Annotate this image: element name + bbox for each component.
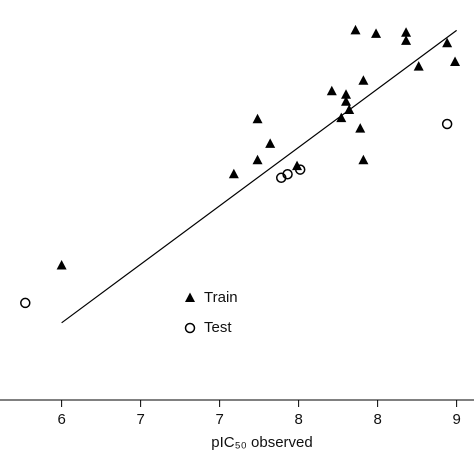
x-tick-label: 6 — [57, 411, 65, 428]
fit-line — [61, 29, 457, 324]
x-tick-label: 8 — [373, 411, 381, 428]
point — [292, 160, 303, 171]
x-tick-label: 8 — [294, 411, 302, 428]
point — [401, 27, 412, 37]
x-tick-label: 9 — [452, 411, 460, 428]
point — [326, 85, 337, 96]
point — [442, 37, 453, 48]
point — [341, 89, 352, 99]
point — [441, 118, 453, 130]
point — [252, 113, 263, 124]
point — [252, 154, 263, 165]
point — [344, 104, 355, 114]
point — [294, 164, 306, 175]
legend-label: Test — [204, 319, 232, 336]
point — [358, 75, 369, 85]
point — [413, 61, 424, 71]
point — [336, 112, 347, 123]
point — [350, 24, 361, 35]
point — [401, 35, 412, 45]
x-tick-label: 7 — [136, 411, 144, 428]
point — [228, 168, 239, 179]
point — [56, 259, 67, 270]
x-tick-label: 7 — [215, 411, 223, 428]
point — [371, 28, 382, 38]
point — [450, 56, 461, 66]
legend-label: Train — [204, 289, 238, 306]
point — [355, 123, 366, 133]
x-axis-label: pIC₅₀ observed — [211, 434, 312, 451]
point — [358, 154, 369, 165]
point — [341, 96, 352, 106]
legend-marker — [184, 322, 196, 334]
point — [265, 138, 276, 148]
point — [20, 297, 31, 309]
legend-marker — [185, 292, 195, 302]
point — [282, 169, 293, 180]
